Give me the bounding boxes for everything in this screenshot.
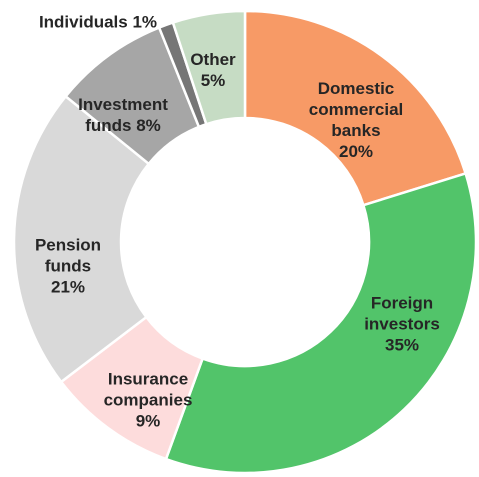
value-label: 21%: [50, 277, 86, 297]
donut-slice: [243, 9, 468, 207]
slice-label: Individuals 1%: [18, 12, 178, 33]
value-label: 9%: [135, 411, 161, 431]
slice-label: Domestic commercial banks 20%: [301, 78, 411, 162]
slice-label: Other 5%: [183, 49, 243, 91]
category-name: Insurance companies: [103, 369, 193, 410]
category-name: Individuals: [38, 12, 128, 32]
slice-label: Investment funds 8%: [63, 94, 183, 136]
category-name: Pension funds: [34, 235, 102, 276]
donut-slice: [12, 94, 151, 384]
value-label: 35%: [384, 335, 420, 355]
slice-label: Insurance companies 9%: [98, 369, 198, 432]
category-name: Investment funds: [78, 95, 168, 135]
category-name: Domestic commercial banks: [308, 79, 404, 140]
donut-slice: [171, 9, 247, 126]
value-label: 1%: [132, 12, 158, 32]
category-name: Foreign investors: [364, 293, 440, 334]
value-label: 8%: [136, 116, 161, 135]
donut-slice: [164, 171, 478, 475]
category-name: Other: [190, 50, 236, 69]
slice-label: Foreign investors 35%: [352, 293, 452, 356]
slice-label: Pension funds 21%: [28, 235, 108, 298]
value-label: 5%: [200, 71, 226, 90]
value-label: 20%: [338, 142, 374, 161]
